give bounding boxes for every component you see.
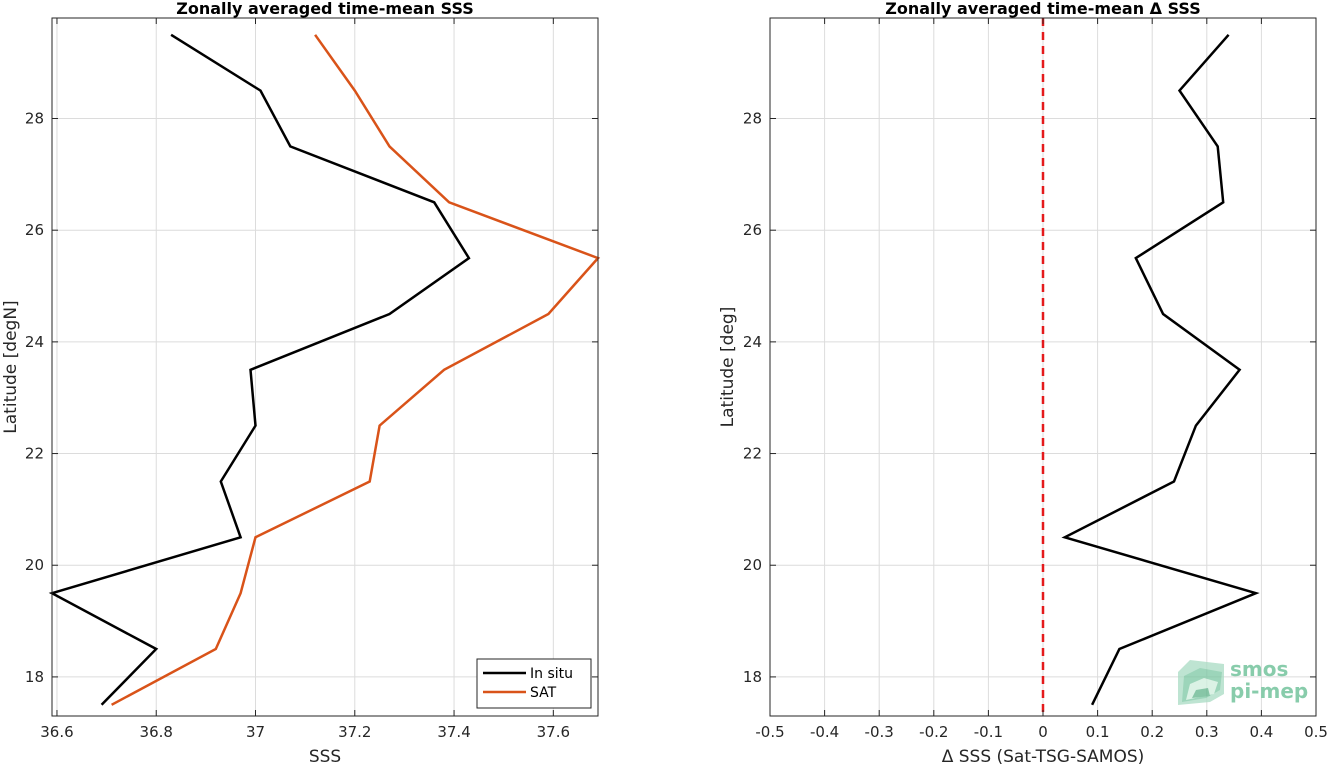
legend-label-in-situ: In situ	[530, 666, 573, 682]
right-x-tick-label: -0.4	[810, 723, 839, 741]
left-gridlines	[52, 18, 598, 716]
left-axes: 36.6 36.8 37 37.2 37.4 37.6 18 20 22 24 26 28 Zonal…	[1, 0, 601, 765]
left-plot-area	[52, 18, 598, 716]
left-y-tick-label: 20	[25, 556, 44, 574]
right-ticks: -0.5 -0.4 -0.3 -0.2 -0.1 0 0.1 0.2 0.3 0.4 0.5 18 20…	[743, 18, 1327, 741]
right-y-tick-label: 24	[743, 333, 762, 351]
right-x-tick-label: 0	[1038, 723, 1048, 741]
right-axes: -0.5 -0.4 -0.3 -0.2 -0.1 0 0.1 0.2 0.3 0.4 0.5 18 20…	[718, 0, 1327, 765]
right-series-lines	[1061, 33, 1260, 706]
legend-label-sat: SAT	[530, 685, 557, 701]
right-x-axis-label: Δ SSS (Sat-TSG-SAMOS)	[942, 747, 1145, 765]
legend: In situ SAT	[476, 658, 592, 709]
logo-wave-icon	[1178, 660, 1224, 705]
left-y-tick-label: 22	[25, 445, 44, 463]
left-y-tick-label: 26	[25, 221, 44, 239]
left-chart-title: Zonally averaged time-mean SSS	[176, 0, 474, 18]
right-y-tick-label: 20	[743, 556, 762, 574]
right-series-line-delta-sss	[1061, 33, 1260, 706]
right-x-tick-label: -0.2	[919, 723, 948, 741]
logo-line-smos: smos	[1230, 657, 1288, 681]
right-x-tick-label: 0.3	[1195, 723, 1219, 741]
right-x-tick-label: 0.2	[1140, 723, 1164, 741]
left-x-tick-label: 36.8	[140, 723, 173, 741]
left-y-axis-label: Latitude [degN]	[1, 300, 21, 433]
left-y-tick-label: 24	[25, 333, 44, 351]
left-y-tick-label: 18	[25, 668, 44, 686]
legend-box	[476, 658, 592, 709]
left-axes-box	[51, 17, 599, 717]
right-y-tick-label: 26	[743, 221, 762, 239]
right-x-tick-label: 0.1	[1086, 723, 1110, 741]
right-y-tick-label: 22	[743, 445, 762, 463]
right-x-tick-label: 0.5	[1304, 723, 1327, 741]
logo-line-pi-mep: pi-mep	[1230, 679, 1308, 703]
left-y-tick-label: 28	[25, 110, 44, 128]
left-x-tick-label: 37	[246, 723, 265, 741]
smos-pi-mep-logo: smos pi-mep	[1178, 657, 1308, 705]
left-x-tick-label: 37.4	[437, 723, 470, 741]
left-x-axis-label: SSS	[309, 747, 341, 765]
right-chart-title: Zonally averaged time-mean Δ SSS	[885, 0, 1201, 18]
right-x-tick-label: -0.1	[974, 723, 1003, 741]
right-y-axis-label: Latitude [deg]	[718, 307, 738, 428]
left-series-line-sat	[111, 34, 601, 706]
left-ticks: 36.6 36.8 37 37.2 37.4 37.6 18 20 22 24 26 28	[25, 18, 598, 741]
right-x-tick-label: -0.3	[865, 723, 894, 741]
left-x-tick-label: 37.6	[537, 723, 570, 741]
right-x-tick-label: 0.4	[1249, 723, 1273, 741]
right-y-tick-label: 28	[743, 110, 762, 128]
right-x-tick-label: -0.5	[755, 723, 784, 741]
right-y-tick-label: 18	[743, 668, 762, 686]
left-x-tick-label: 37.2	[338, 723, 371, 741]
left-x-tick-label: 36.6	[40, 723, 73, 741]
